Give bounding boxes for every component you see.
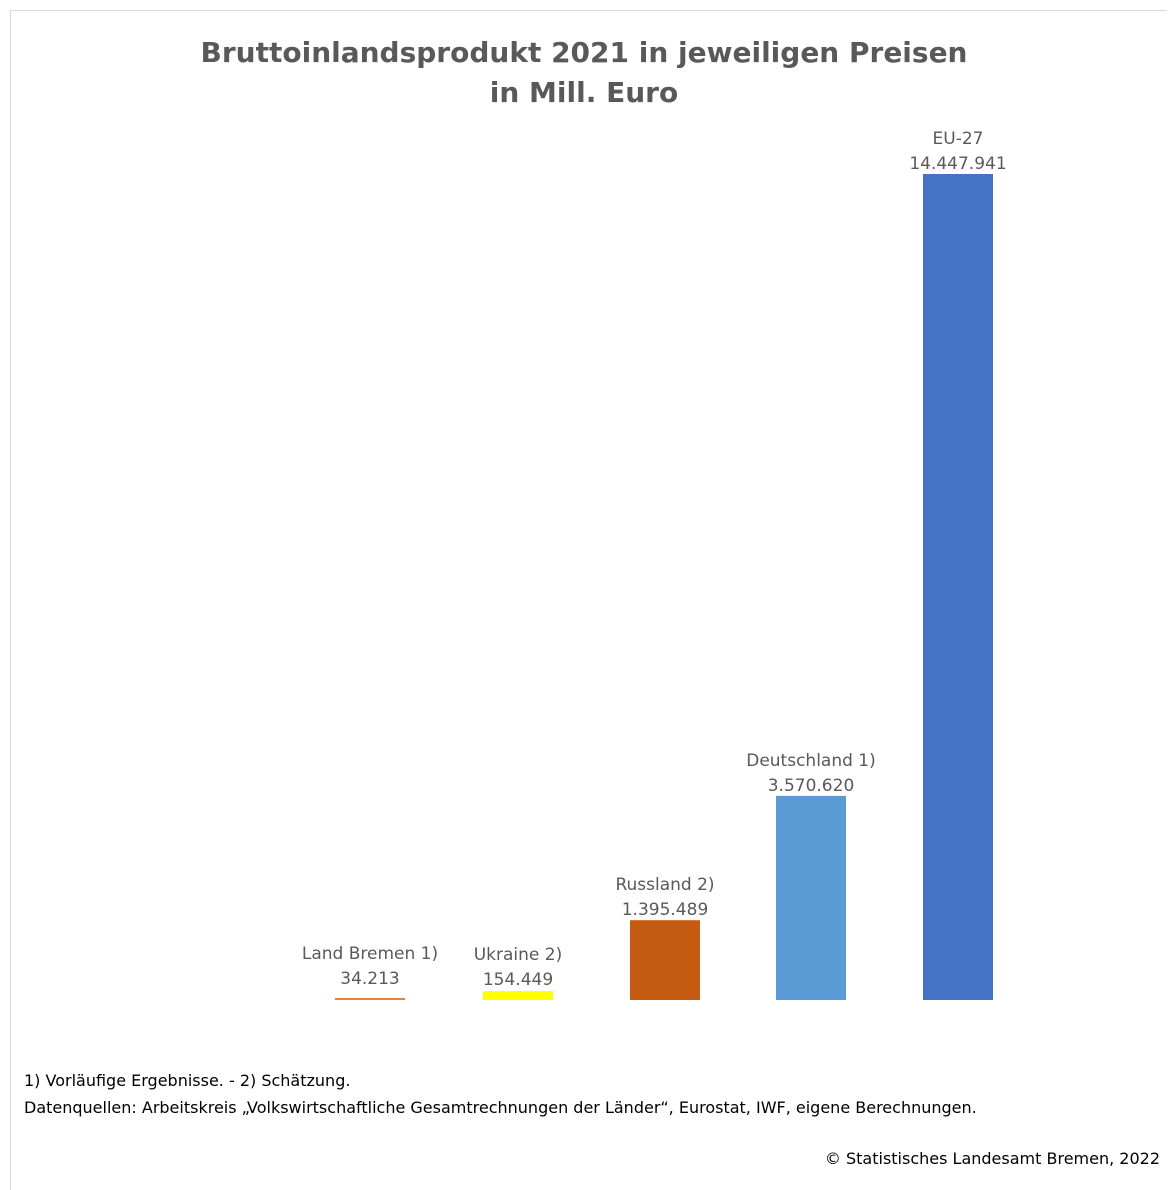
chart-subtitle: in Mill. Euro [489,76,679,109]
category-label-4: EU-27 [933,129,984,149]
value-label-3: 3.570.620 [768,776,855,796]
bar-2 [630,920,700,1000]
value-label-0: 34.213 [340,969,399,989]
footnote-line-1: 1) Vorläufige Ergebnisse. - 2) Schätzung… [24,1071,351,1090]
bar-3 [776,795,846,1000]
category-label-0: Land Bremen 1) [302,944,438,964]
bar-1 [483,991,553,1000]
bar-chart: Land Bremen 1) 34.213 Ukraine 2) 154.449 Rus… [302,129,1007,1000]
bar-0 [335,998,405,1000]
copyright-notice: © Statistisches Landesamt Bremen, 2022 [824,1149,1160,1168]
category-label-1: Ukraine 2) [474,945,563,965]
value-label-2: 1.395.489 [622,900,709,920]
category-label-3: Deutschland 1) [746,751,876,771]
category-label-2: Russland 2) [615,875,714,895]
chart-frame [10,10,1167,1190]
value-label-1: 154.449 [483,970,553,990]
footnote-sources: Datenquellen: Arbeitskreis „Volkswirtsch… [24,1098,977,1117]
value-label-4: 14.447.941 [909,154,1006,174]
bar-4 [923,174,993,1000]
chart-title: Bruttoinlandsprodukt 2021 in jeweiligen … [200,36,968,69]
